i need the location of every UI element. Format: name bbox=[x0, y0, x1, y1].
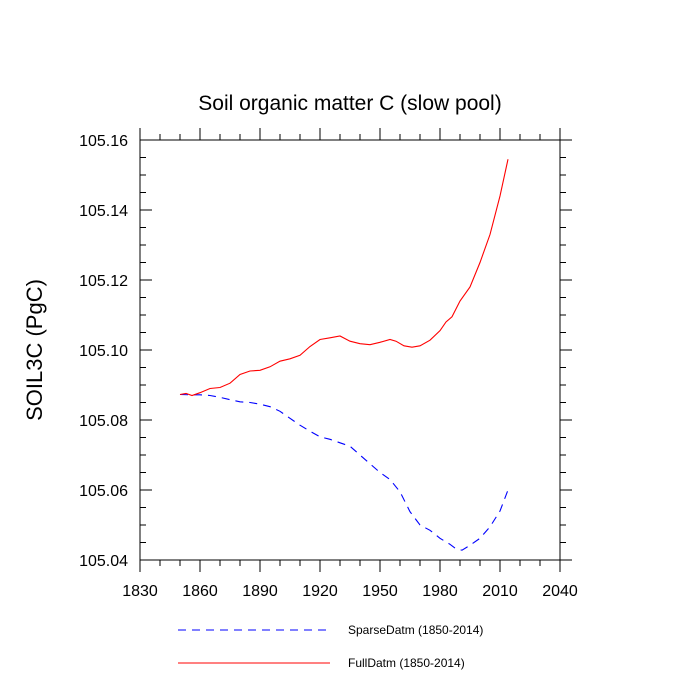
plot-frame bbox=[139, 139, 561, 561]
x-tick-label: 2040 bbox=[542, 583, 578, 600]
x-tick-label: 1950 bbox=[362, 583, 398, 600]
series-lines bbox=[179, 159, 509, 551]
x-tick-label: 2010 bbox=[482, 583, 518, 600]
x-axis-tick-labels: 1830 1860 1890 1920 1950 1980 2010 2040 bbox=[122, 583, 578, 600]
series-line-0 bbox=[179, 393, 509, 551]
y-tick-label: 105.08 bbox=[79, 413, 128, 430]
y-tick-label: 105.04 bbox=[79, 553, 128, 570]
x-tick-label: 1830 bbox=[122, 583, 158, 600]
chart-title: Soil organic matter C (slow pool) bbox=[198, 92, 501, 115]
legend-label-sparse: SparseDatm (1850-2014) bbox=[348, 623, 483, 637]
y-tick-label: 105.14 bbox=[79, 203, 128, 220]
y-tick-label: 105.12 bbox=[79, 273, 128, 290]
x-tick-label: 1890 bbox=[242, 583, 278, 600]
x-tick-label: 1980 bbox=[422, 583, 458, 600]
x-tick-label: 1920 bbox=[302, 583, 338, 600]
y-axis-label: SOIL3C (PgC) bbox=[22, 279, 47, 421]
x-tick-label: 1860 bbox=[182, 583, 218, 600]
legend-label-full: FullDatm (1850-2014) bbox=[348, 656, 465, 670]
y-tick-label: 105.10 bbox=[79, 343, 128, 360]
y-axis-tick-labels: 105.04 105.06 105.08 105.10 105.12 105.14 105.… bbox=[79, 133, 128, 570]
y-tick-label: 105.06 bbox=[79, 483, 128, 500]
series-line-1 bbox=[179, 159, 509, 397]
y-tick-label: 105.16 bbox=[79, 133, 128, 150]
axis-ticks bbox=[139, 128, 572, 572]
legend: SparseDatm (1850-2014) FullDatm (1850-20… bbox=[178, 623, 483, 670]
